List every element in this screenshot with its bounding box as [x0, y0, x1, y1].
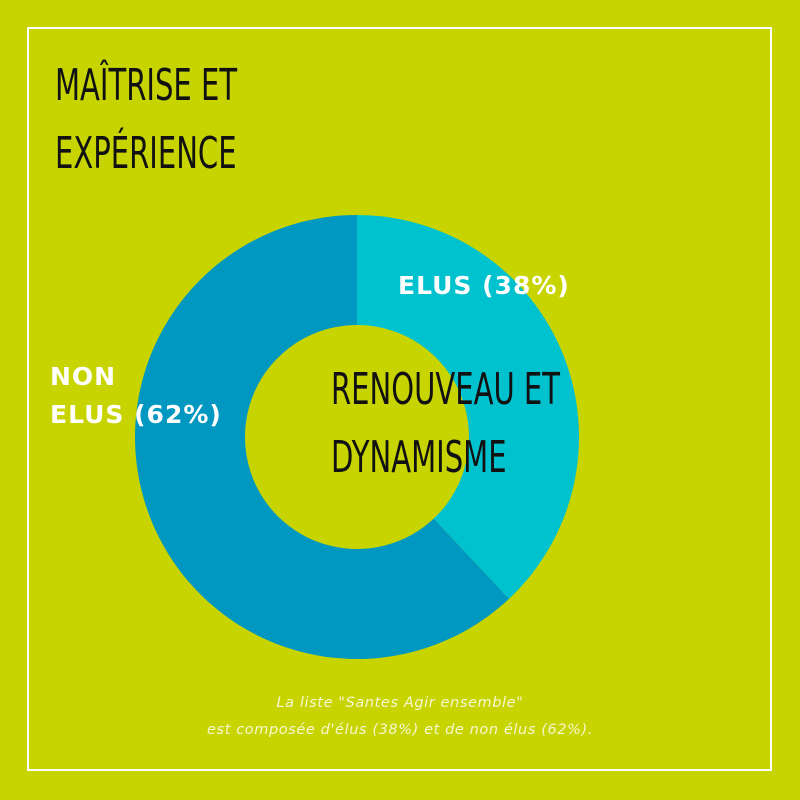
slice-non-elus: [135, 215, 509, 660]
slice-label-elus: ELUS (38%): [398, 267, 570, 305]
title-maitrise-experience: MAÎTRISE ET EXPÉRIENCE: [55, 52, 237, 188]
slice-label-non-elus-line2: ELUS (62%): [50, 400, 222, 429]
caption-line2: est composée d'élus (38%) et de non élus…: [207, 722, 593, 738]
title-top-line1: MAÎTRISE ET: [55, 60, 238, 111]
title-right-line2: DYNAMISME: [331, 432, 507, 483]
slice-label-elus-text: ELUS (38%): [398, 271, 570, 300]
slice-elus: [357, 215, 580, 599]
white-frame: [27, 27, 772, 771]
title-top-line2: EXPÉRIENCE: [55, 128, 237, 179]
title-right-line1: RENOUVEAU ET: [331, 364, 561, 415]
caption: La liste "Santes Agir ensemble" est comp…: [0, 690, 800, 744]
slice-label-non-elus: NON ELUS (62%): [50, 358, 222, 434]
title-renouveau-dynamisme: RENOUVEAU ET DYNAMISME: [331, 356, 560, 492]
caption-line1: La liste "Santes Agir ensemble": [276, 695, 524, 711]
slice-label-non-elus-line1: NON: [50, 362, 117, 391]
